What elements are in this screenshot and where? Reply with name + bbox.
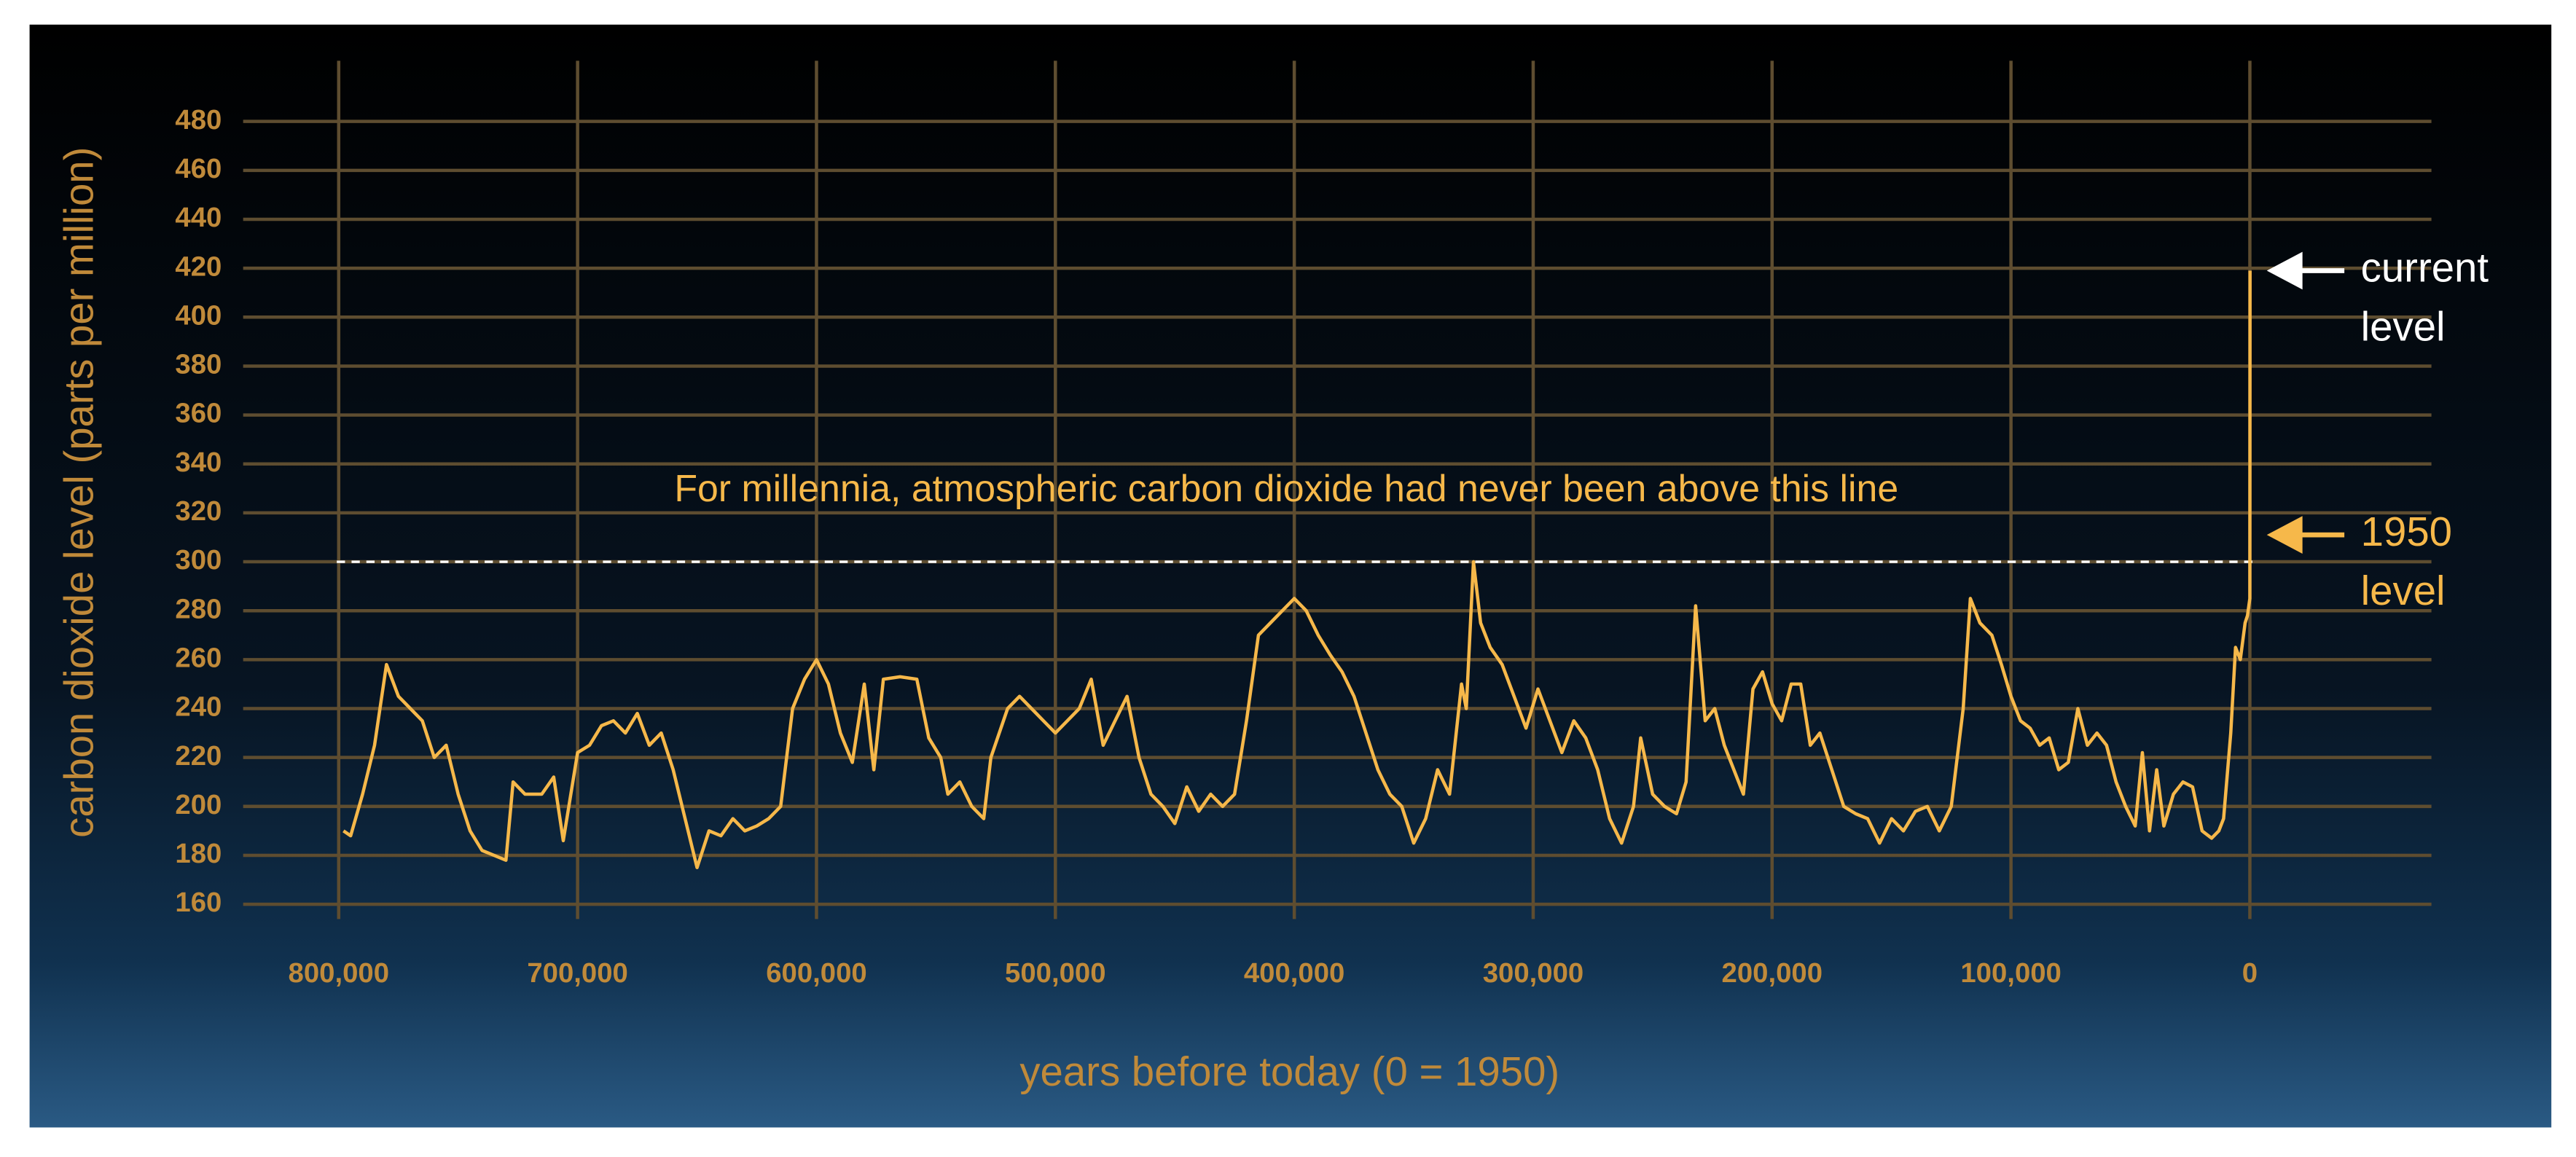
x-tick-label: 200,000 [1722, 957, 1823, 989]
annotation-arrow [2266, 251, 2345, 290]
y-tick-label: 340 [175, 447, 222, 478]
y-tick-label: 180 [175, 838, 222, 869]
x-tick-label: 500,000 [1005, 957, 1105, 989]
annotation-label: level [2361, 568, 2446, 613]
x-tick-label: 600,000 [766, 957, 866, 989]
y-tick-label: 280 [175, 593, 222, 624]
reference-label: For millennia, atmospheric carbon dioxid… [674, 467, 1898, 509]
x-tick-label: 800,000 [289, 957, 389, 989]
y-tick-label: 360 [175, 398, 222, 429]
annotation-label: level [2361, 303, 2446, 349]
x-tick-label: 100,000 [1960, 957, 2061, 989]
y-tick-label: 160 [175, 887, 222, 918]
y-tick-label: 240 [175, 691, 222, 723]
y-tick-label: 300 [175, 544, 222, 576]
data-line [342, 270, 2252, 870]
x-tick-label: 300,000 [1483, 957, 1583, 989]
x-axis-label: years before today (0 = 1950) [1019, 1048, 1559, 1094]
y-tick-label: 400 [175, 299, 222, 331]
x-tick-label: 0 [2242, 957, 2258, 989]
y-tick-label: 480 [175, 104, 222, 136]
y-tick-label: 200 [175, 789, 222, 820]
y-tick-label: 440 [175, 202, 222, 233]
x-tick-label: 700,000 [527, 957, 627, 989]
y-tick-label: 460 [175, 153, 222, 184]
x-tick-label: 400,000 [1244, 957, 1344, 989]
annotation-label: current [2361, 244, 2489, 290]
y-tick-label: 260 [175, 642, 222, 673]
y-tick-label: 420 [175, 251, 222, 282]
y-axis-label: carbon dioxide level (parts per million) [56, 147, 102, 838]
background [29, 24, 2552, 1128]
y-tick-label: 320 [175, 495, 222, 527]
annotation-arrow [2266, 516, 2345, 554]
annotation-label: 1950 [2361, 509, 2452, 554]
y-tick-label: 380 [175, 349, 222, 380]
y-tick-label: 220 [175, 740, 222, 772]
